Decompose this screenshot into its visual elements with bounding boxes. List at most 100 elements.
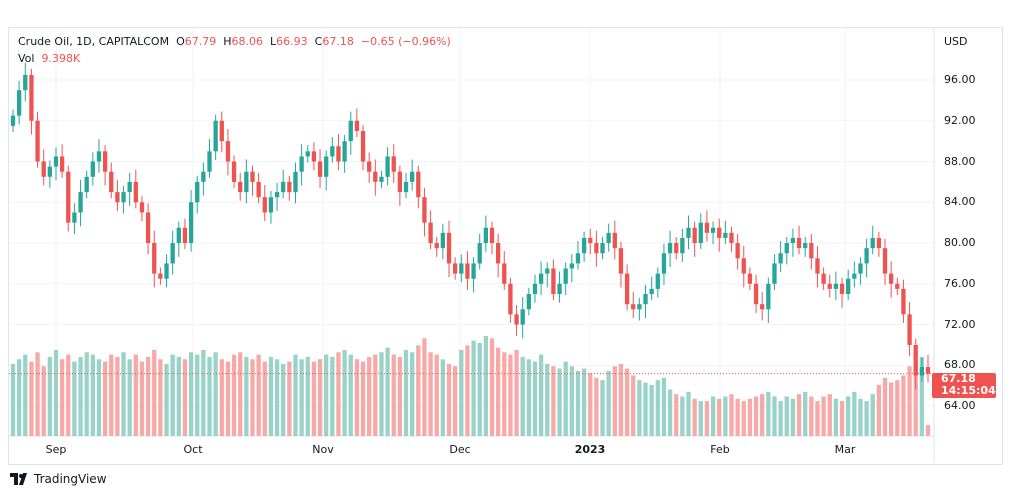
candle-body (772, 263, 777, 284)
candle-body (238, 181, 243, 193)
candle-body (852, 273, 857, 279)
candle-body (373, 171, 378, 182)
candle-body (133, 181, 138, 203)
candle-body (581, 237, 587, 254)
candle-body (53, 156, 59, 167)
candle-body (821, 273, 826, 284)
candle-body (889, 273, 894, 284)
candle-body (16, 90, 22, 116)
open-value: 67.79 (184, 35, 217, 48)
volume-bar (545, 363, 550, 436)
volume-bar (59, 359, 65, 436)
volume-bar (35, 352, 40, 436)
volume-bar (201, 349, 206, 436)
volume-bar (133, 354, 138, 436)
volume-label: Vol (18, 52, 35, 65)
candle-body (96, 151, 102, 162)
candle-body (846, 278, 851, 294)
candle-body (545, 268, 550, 274)
candle-body (256, 181, 261, 198)
candle-body (367, 161, 372, 172)
volume-bar (90, 354, 95, 436)
candle-body (287, 181, 292, 193)
ohlc-legend: Crude Oil, 1D, CAPITALCOM O67.79 H68.06 … (18, 35, 451, 48)
tradingview-logo-icon (10, 473, 27, 485)
close-label: C (314, 35, 323, 48)
volume-bar (330, 356, 335, 436)
volume-bar (717, 398, 722, 436)
y-tick: 68.00 (944, 358, 976, 372)
volume-legend: Vol 9.398K (18, 52, 80, 65)
volume-bar (637, 380, 642, 436)
volume-bar (760, 394, 765, 436)
volume-value: 9.398K (41, 52, 81, 65)
candle-body (913, 344, 918, 376)
y-tick: 80.00 (944, 236, 976, 250)
candle-body (391, 156, 396, 172)
candle-body (66, 171, 71, 223)
candle-body (139, 202, 145, 213)
volume-bar (649, 384, 654, 436)
tradingview-logo[interactable]: TradingView (10, 472, 107, 486)
candle-body (164, 263, 169, 279)
candle-body (109, 171, 114, 193)
y-tick: 88.00 (944, 154, 976, 168)
volume-bar (274, 359, 280, 436)
candle-body (274, 192, 280, 198)
volume-bar (612, 366, 617, 436)
volume-bar (84, 352, 89, 436)
candle-body (704, 222, 710, 233)
volume-bar (238, 352, 243, 436)
volume-bar (471, 340, 476, 436)
candle-body (385, 156, 390, 177)
candle-body (858, 263, 863, 274)
candle-body (459, 263, 464, 274)
volume-bar (139, 361, 145, 436)
volume-bar (778, 401, 783, 436)
volume-bar (109, 354, 114, 436)
candle-body (766, 283, 771, 310)
volume-bar (367, 356, 372, 436)
candle-body (72, 212, 77, 223)
bar-countdown: 14:15:04 (941, 384, 996, 397)
volume-bar (674, 394, 679, 436)
volume-bar (176, 356, 181, 436)
volume-bar (526, 359, 531, 436)
candle-body (661, 253, 667, 274)
candle-body (477, 243, 482, 264)
volume-bar (827, 394, 832, 436)
candle-body (59, 156, 65, 172)
volume-bar (256, 354, 261, 436)
candle-body (803, 243, 808, 249)
volume-bar (360, 361, 366, 436)
volume-bar (324, 354, 329, 436)
volume-bar (268, 356, 274, 436)
volume-bar (96, 359, 102, 436)
volume-bar (680, 396, 685, 436)
volume-bar (102, 361, 108, 436)
currency-label: USD (944, 35, 968, 48)
volume-bar (477, 342, 482, 436)
candle-body (145, 212, 151, 244)
candle-body (747, 273, 753, 284)
volume-bar (741, 401, 746, 436)
volume-bar (643, 382, 648, 436)
candle-body (655, 273, 660, 289)
candle-body (575, 253, 581, 264)
volume-bar (686, 391, 691, 436)
volume-bar (551, 366, 556, 436)
chart-frame (8, 27, 1003, 465)
candle-body (403, 181, 409, 193)
volume-bar (250, 359, 255, 436)
x-tick: Sep (45, 443, 67, 456)
candle-body (115, 192, 120, 203)
candle-body (563, 268, 568, 284)
volume-bar (581, 368, 587, 436)
y-tick: 96.00 (944, 73, 976, 86)
candle-body (594, 243, 599, 254)
volume-bar (416, 345, 421, 436)
volume-bar (821, 396, 826, 436)
volume-bar (864, 401, 869, 436)
volume-bar (483, 336, 489, 436)
